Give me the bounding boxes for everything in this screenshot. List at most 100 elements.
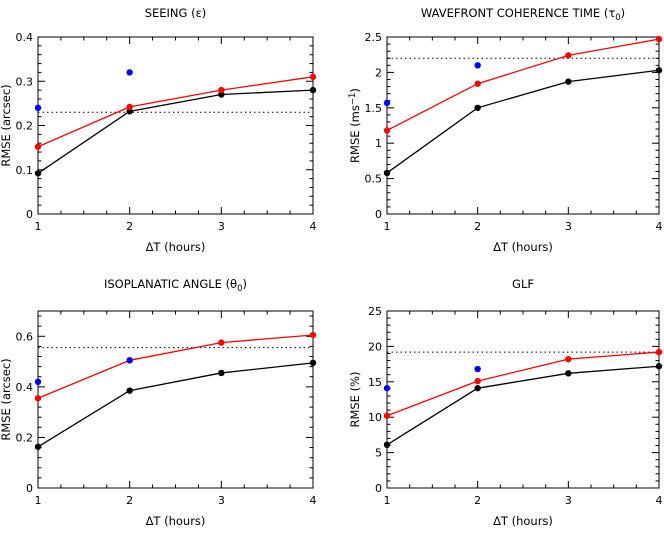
x-tick-label: 1 (35, 220, 42, 233)
data-point-red (565, 355, 572, 363)
x-tick-label: 3 (218, 494, 225, 507)
y-tick-label: 10 (368, 411, 382, 424)
x-tick-label: 4 (310, 494, 317, 507)
x-axis-label: ΔT (hours) (146, 240, 206, 254)
x-tick-label: 1 (384, 220, 391, 233)
x-tick-label: 1 (35, 494, 42, 507)
data-point-red (126, 103, 133, 111)
y-tick-label: 0 (375, 208, 382, 221)
chart-panel-4: 1 2 3 4 0 5 10 15 20 25 GLF ΔT (hours) RMSE (%) (348, 277, 663, 528)
x-tick-label: 1 (384, 494, 391, 507)
series-line-red (37, 334, 314, 399)
data-point-black (655, 363, 663, 370)
data-point-black (126, 108, 133, 115)
data-point-red (474, 377, 481, 385)
x-tick-label: 2 (474, 220, 481, 233)
x-tick-label: 3 (565, 220, 572, 233)
data-point-red (218, 339, 225, 346)
data-point-black (474, 384, 481, 392)
series-line-black (37, 362, 314, 448)
x-tick-label: 4 (310, 220, 317, 233)
data-point-blue (126, 69, 133, 76)
chart-title: WAVEFRONT COHERENCE TIME (τ0) (421, 6, 625, 23)
series-black (34, 86, 317, 177)
data-point-black (383, 441, 391, 449)
data-point-black (34, 443, 42, 450)
y-tick-label: 0.5 (365, 173, 383, 186)
y-tick-label: 0 (26, 482, 33, 495)
series-line-red (386, 38, 660, 132)
series-line-black (37, 89, 314, 174)
y-tick-label: 0 (26, 208, 33, 221)
data-point-black (565, 370, 572, 377)
y-axis-label: RMSE (arcsec) (0, 84, 13, 166)
y-tick-label: 1 (375, 137, 382, 150)
data-point-black (565, 78, 572, 85)
x-tick-label: 3 (218, 220, 225, 233)
series-line-red (386, 351, 660, 417)
data-point-black (126, 387, 133, 394)
chart-title: ISOPLANATIC ANGLE (θ0) (104, 277, 247, 294)
x-axis-label: ΔT (hours) (146, 514, 206, 528)
y-tick-label: 20 (368, 340, 382, 353)
data-point-red (474, 80, 481, 87)
data-point-black (309, 359, 317, 367)
x-axis-label: ΔT (hours) (493, 514, 553, 528)
data-point-blue (34, 378, 42, 385)
series-red (383, 348, 663, 419)
x-tick-label: 2 (474, 494, 481, 507)
data-point-black (218, 369, 225, 377)
x-tick-label: 2 (126, 494, 133, 507)
x-tick-label: 4 (656, 220, 663, 233)
data-point-red (309, 73, 317, 81)
data-point-red (218, 86, 225, 94)
y-axis-label: RMSE (arcsec) (0, 358, 13, 440)
data-point-red (655, 348, 663, 356)
y-axis-label: RMSE (ms−1) (348, 88, 362, 163)
series-line-black (386, 69, 660, 174)
data-point-black (383, 169, 391, 177)
y-tick-label: 25 (368, 305, 382, 318)
y-tick-label: 0.1 (16, 164, 34, 177)
plot-frame (37, 310, 314, 489)
plot-frame (37, 36, 314, 215)
series-blue (383, 365, 481, 392)
data-point-black (655, 67, 663, 74)
y-tick-label: 0.2 (16, 431, 34, 444)
data-point-red (34, 395, 42, 402)
x-axis-label: ΔT (hours) (493, 240, 553, 254)
y-tick-label: 0.4 (16, 31, 34, 44)
data-point-black (474, 104, 481, 112)
y-tick-label: 2.5 (365, 31, 383, 44)
y-tick-label: 0 (375, 482, 382, 495)
data-point-blue (474, 365, 481, 373)
series-blue (383, 62, 481, 107)
x-tick-label: 2 (126, 220, 133, 233)
y-tick-label: 0.6 (16, 330, 34, 343)
chart-panel-2: 1 2 3 4 0 0.5 1 1.5 2 2.5 WAVEFRONT COHERENCE TIME… (348, 6, 663, 254)
chart-title: GLF (512, 277, 534, 291)
data-point-red (383, 412, 391, 419)
series-blue (34, 69, 133, 112)
series-black (383, 67, 663, 177)
data-point-red (383, 127, 391, 134)
chart-panel-3: 1 2 3 4 0 0.2 0.4 0.6 ISOPLANATIC ANGLE (θ0) ΔT (… (0, 277, 317, 528)
y-tick-label: 5 (375, 447, 382, 460)
data-point-blue (34, 104, 42, 112)
data-point-black (34, 170, 42, 177)
data-point-red (655, 35, 663, 43)
chart-title: SEEING (ε) (145, 6, 207, 20)
x-tick-label: 4 (656, 494, 663, 507)
series-blue (34, 357, 133, 385)
data-point-blue (474, 62, 481, 69)
series-red (383, 35, 663, 134)
data-point-blue (383, 99, 391, 107)
data-point-black (309, 86, 317, 94)
series-red (34, 73, 317, 150)
y-tick-label: 0.2 (16, 120, 34, 133)
data-point-red (34, 143, 42, 150)
data-point-black (218, 91, 225, 98)
data-point-blue (126, 357, 133, 364)
plot-frame (386, 36, 660, 215)
